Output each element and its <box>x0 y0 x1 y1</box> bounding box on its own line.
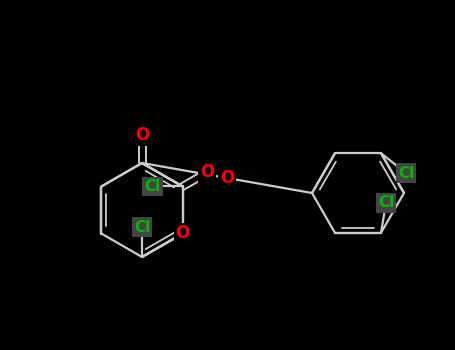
Text: Cl: Cl <box>145 179 161 194</box>
Text: O: O <box>200 163 214 182</box>
Text: Cl: Cl <box>134 219 150 234</box>
Text: O: O <box>220 169 234 187</box>
Text: O: O <box>176 224 190 243</box>
Text: Cl: Cl <box>398 166 414 181</box>
Text: O: O <box>135 126 149 144</box>
Text: Cl: Cl <box>378 195 394 210</box>
